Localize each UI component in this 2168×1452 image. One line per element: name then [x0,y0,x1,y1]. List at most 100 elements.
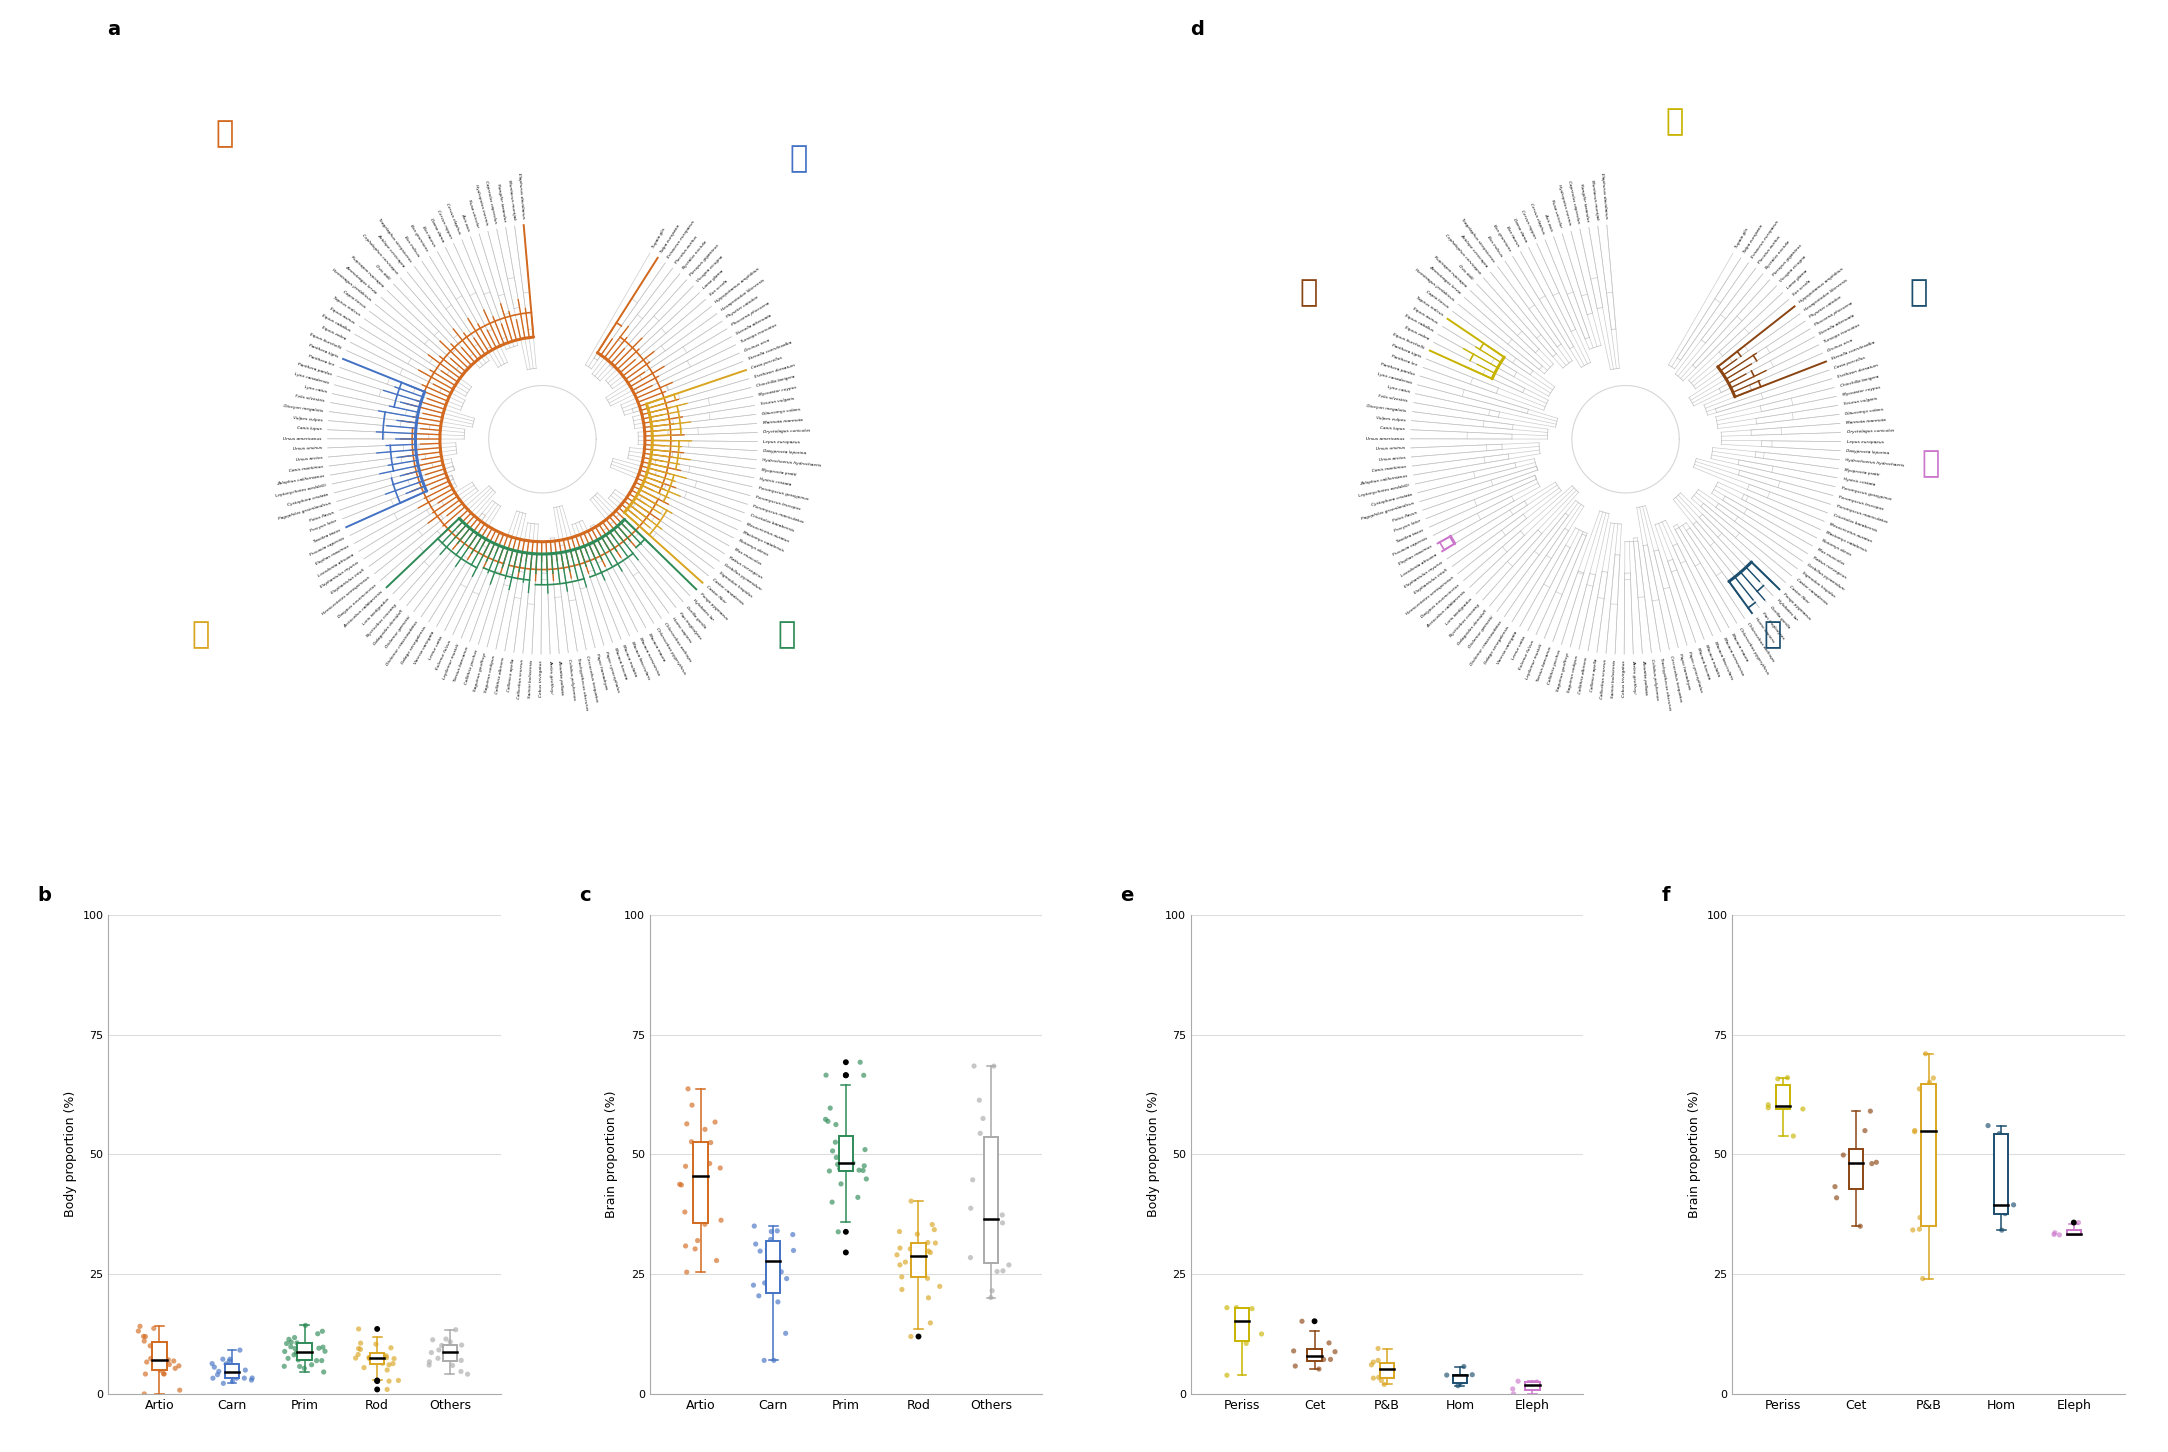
Point [436,1353,470,1376]
Text: Felis silvestris: Felis silvestris [1379,395,1409,404]
Text: Notomys alexis: Notomys alexis [737,539,770,558]
Text: Tursiops truncatus: Tursiops truncatus [739,322,778,344]
Point [1301,1358,1335,1381]
Text: Macaca mulatta: Macaca mulatta [1704,645,1721,678]
Point [206,1347,241,1371]
Point [692,1151,726,1175]
Point [371,1378,405,1401]
Text: Lepilemur musteli: Lepilemur musteli [1526,643,1544,680]
Point [976,1054,1010,1077]
Point [746,1349,780,1372]
Point [304,1349,338,1372]
Text: Equus burchellii: Equus burchellii [310,333,343,350]
Text: Dasypus novemcinctus: Dasypus novemcinctus [1420,584,1461,619]
Bar [297,1343,312,1361]
Text: Sigmodon hispidus: Sigmodon hispidus [1802,571,1836,598]
Point [694,1131,728,1154]
Text: Glaucomys volans: Glaucomys volans [1845,407,1884,415]
Text: Chlorocebus pygerythrus: Chlorocebus pygerythrus [1739,627,1769,675]
Point [195,1352,230,1375]
Text: Elaphurus davidianus: Elaphurus davidianus [518,173,525,219]
Text: d: d [1190,20,1203,39]
Text: Tragelaphus strepsiceros: Tragelaphus strepsiceros [1461,218,1496,263]
Text: Hexaprotodon liberensis: Hexaprotodon liberensis [1804,277,1849,312]
Point [1318,1340,1353,1363]
Text: Otolemur crassicaudatus: Otolemur crassicaudatus [386,620,418,666]
Point [893,1237,928,1260]
Text: Peromyscus leucopus: Peromyscus leucopus [1838,495,1884,511]
Point [1858,1150,1893,1173]
Text: Felis silvestris: Felis silvestris [295,395,325,404]
Point [414,1342,449,1365]
Point [1982,1122,2016,1146]
Point [1218,1297,1253,1320]
Point [1370,1358,1405,1381]
Point [353,1346,388,1369]
Text: Sus scrofa: Sus scrofa [709,279,728,298]
Y-axis label: Brain proportion (%): Brain proportion (%) [1689,1090,1702,1218]
Point [1362,1349,1396,1372]
Text: Panthera pardus: Panthera pardus [297,362,332,376]
Text: Talpa europaea: Talpa europaea [659,224,681,254]
Text: Cephalophus cervicapra: Cephalophus cervicapra [1444,234,1481,274]
Point [757,1349,791,1372]
Point [163,1355,197,1378]
Point [1429,1363,1463,1387]
Text: Ovis dalli: Ovis dalli [1457,264,1474,282]
Point [833,1128,867,1151]
Point [1355,1353,1390,1376]
Point [2057,1211,2092,1234]
Point [163,1378,197,1401]
Text: Procyon lotor: Procyon lotor [1394,520,1420,533]
Bar [984,1137,999,1263]
Text: Equus zebra: Equus zebra [321,325,347,341]
Point [687,1118,722,1141]
Point [809,1063,843,1086]
Point [306,1320,340,1343]
Text: Mastomys natalensis: Mastomys natalensis [1825,530,1867,553]
Point [234,1368,269,1391]
Text: Cephalophus cervicapra: Cephalophus cervicapra [360,234,399,274]
Text: Varecia variegata: Varecia variegata [414,630,436,665]
Point [1375,1356,1409,1379]
Text: Muntiacus muntjak: Muntiacus muntjak [1589,180,1600,221]
Point [416,1329,451,1352]
Point [444,1333,479,1356]
Text: Ateles geoffroyi: Ateles geoffroyi [1633,661,1637,694]
Text: Rupicapra rupicapra: Rupicapra rupicapra [349,254,384,287]
Point [1984,1218,2018,1241]
Text: Pongo pygmaeus: Pongo pygmaeus [1782,592,1812,621]
Point [340,1337,375,1361]
Text: Saguinus geoffroyi: Saguinus geoffroyi [473,652,488,693]
Text: Bos indicus: Bos indicus [1487,235,1502,257]
Point [902,1324,937,1347]
Point [911,1266,945,1289]
Text: Dasyprocta leporina: Dasyprocta leporina [763,449,806,456]
Point [893,1324,928,1347]
Point [1897,1119,1932,1143]
Text: Leptonychotes weddellii: Leptonychotes weddellii [275,484,327,498]
Text: Papio cynocephalus: Papio cynocephalus [603,650,620,693]
Point [1904,1207,1938,1230]
Point [809,1108,843,1131]
Point [830,1151,865,1175]
Text: Elaphurus davidianus: Elaphurus davidianus [1600,173,1609,219]
Point [889,1250,924,1273]
Point [767,1321,802,1345]
Text: Canis maritimus: Canis maritimus [1372,465,1407,473]
Text: Bos taurus: Bos taurus [421,225,436,247]
Text: Saguinus geoffroyi: Saguinus geoffroyi [1557,652,1570,693]
Text: Chlorocebus aethiops: Chlorocebus aethiops [1745,623,1776,664]
Point [986,1259,1021,1282]
Point [915,1212,950,1236]
Text: Arctocebus calabarensis: Arctocebus calabarensis [1427,590,1468,629]
Point [763,1260,798,1284]
Point [2036,1223,2070,1246]
Point [906,1249,941,1272]
Point [811,1109,846,1133]
Point [885,1265,919,1288]
Point [848,1154,882,1178]
Text: Otolemur crassicaudatus: Otolemur crassicaudatus [1470,620,1502,666]
Point [828,1220,863,1243]
Text: b: b [37,886,52,905]
